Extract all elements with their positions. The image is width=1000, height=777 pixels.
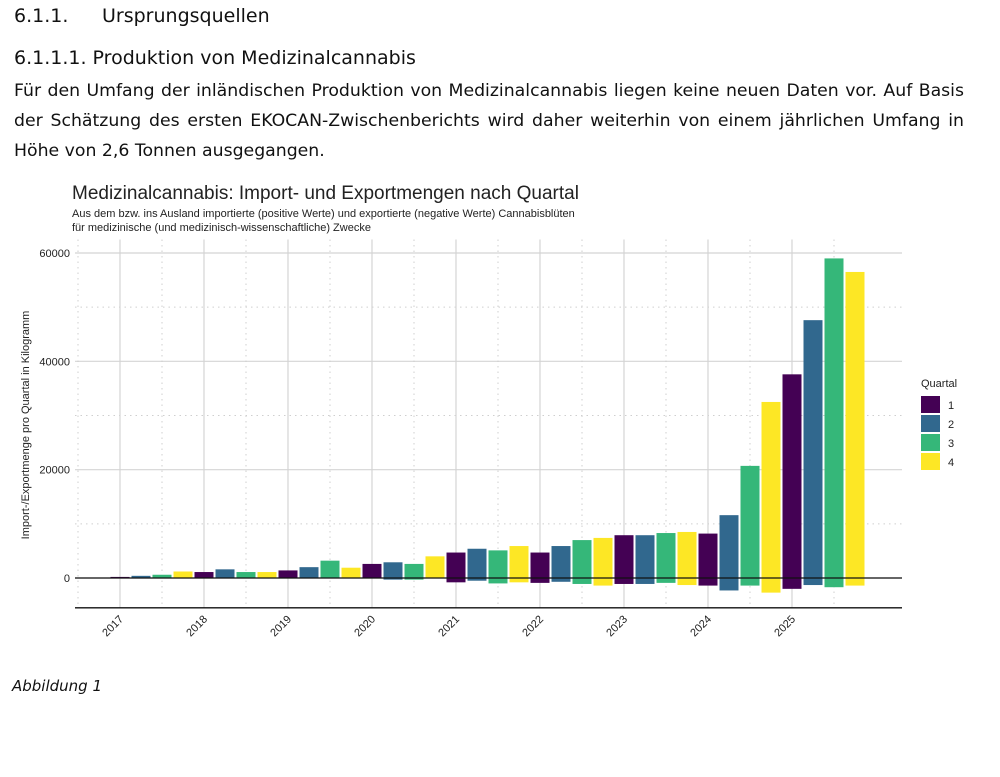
chart-subtitle-line-1: Aus dem bzw. ins Ausland importierte (po… xyxy=(72,208,575,220)
export-bar xyxy=(467,578,487,581)
export-bar xyxy=(698,578,718,586)
export-bar xyxy=(740,578,760,586)
chart: Medizinalcannabis: Import- und Exportmen… xyxy=(20,183,957,639)
figure-caption: Abbildung 1 xyxy=(12,677,103,695)
y-tick-label: 0 xyxy=(64,573,70,585)
section-heading: 6.1.1. Ursprungsquellen xyxy=(14,5,270,27)
export-bar xyxy=(761,578,781,593)
legend-swatch xyxy=(921,434,940,451)
import-bar xyxy=(740,465,760,578)
legend-swatch xyxy=(921,453,940,470)
import-bar xyxy=(299,567,319,578)
subsection-heading: 6.1.1.1. Produktion von Medizinalcannabi… xyxy=(14,47,416,69)
import-bar xyxy=(677,531,697,578)
y-tick-label: 60000 xyxy=(39,248,70,260)
import-bar xyxy=(572,540,592,578)
import-bar xyxy=(845,271,865,578)
import-bar xyxy=(656,533,676,578)
import-bar xyxy=(278,570,298,578)
import-bar xyxy=(446,552,466,578)
import-bar xyxy=(131,575,151,578)
chart-title: Medizinalcannabis: Import- und Exportmen… xyxy=(72,183,579,204)
export-bar xyxy=(530,578,550,583)
x-tick-label: 2021 xyxy=(436,613,462,639)
import-bar xyxy=(173,571,193,578)
export-bar xyxy=(509,578,529,583)
import-bar xyxy=(152,574,172,578)
export-bar xyxy=(656,578,676,583)
export-bar xyxy=(845,578,865,586)
import-bar xyxy=(194,572,214,578)
legend-title: Quartal xyxy=(921,378,957,390)
x-tick-label: 2019 xyxy=(268,613,294,639)
import-bar xyxy=(530,552,550,578)
legend: Quartal 1 2 3 4 xyxy=(921,378,957,470)
import-bar xyxy=(551,546,571,578)
x-tick-label: 2022 xyxy=(520,613,546,639)
import-bar xyxy=(257,572,277,578)
import-bar xyxy=(467,548,487,578)
import-bar xyxy=(509,546,529,578)
export-bar xyxy=(719,578,739,591)
import-bar xyxy=(362,563,382,578)
x-tick-label: 2017 xyxy=(100,613,126,639)
legend-label: 1 xyxy=(948,400,954,412)
import-bar xyxy=(761,401,781,578)
import-bar xyxy=(635,535,655,578)
x-tick-label: 2025 xyxy=(772,613,798,639)
export-bar xyxy=(803,578,823,586)
import-bar xyxy=(698,533,718,578)
export-bar xyxy=(782,578,802,589)
legend-label: 3 xyxy=(948,438,954,450)
y-tick-label: 20000 xyxy=(39,465,70,477)
y-tick-label: 40000 xyxy=(39,356,70,368)
import-bar xyxy=(404,563,424,578)
export-bar xyxy=(593,578,613,586)
legend-label: 2 xyxy=(948,419,954,431)
import-bar xyxy=(320,560,340,578)
import-bar xyxy=(614,535,634,578)
import-bar xyxy=(215,569,235,578)
legend-label: 4 xyxy=(948,457,954,469)
chart-subtitle-line-2: für medizinische (und medizinisch-wissen… xyxy=(72,222,371,234)
import-bar xyxy=(425,556,445,578)
import-bar xyxy=(236,572,256,578)
import-bar xyxy=(593,537,613,578)
export-bar xyxy=(404,578,424,580)
export-bar xyxy=(677,578,697,586)
export-bar xyxy=(824,578,844,588)
export-bar xyxy=(383,578,403,580)
section-title: Ursprungsquellen xyxy=(102,5,270,27)
export-bar xyxy=(572,578,592,584)
export-bar xyxy=(488,578,508,584)
x-tick-label: 2020 xyxy=(352,613,378,639)
legend-swatch xyxy=(921,415,940,432)
import-bar xyxy=(782,374,802,578)
import-bar xyxy=(719,515,739,578)
section-number: 6.1.1. xyxy=(14,5,69,27)
import-bar xyxy=(383,562,403,578)
import-bar xyxy=(803,320,823,578)
import-bar xyxy=(341,567,361,578)
x-tick-label: 2024 xyxy=(688,613,714,639)
export-bar xyxy=(446,578,466,583)
body-paragraph: Für den Umfang der inländischen Produkti… xyxy=(14,81,964,161)
y-axis-label: Import-/Exportmenge pro Quartal in Kilog… xyxy=(20,311,32,540)
export-bar xyxy=(614,578,634,584)
legend-swatch xyxy=(921,396,940,413)
import-bar xyxy=(488,550,508,578)
x-tick-label: 2023 xyxy=(604,613,630,639)
import-bar xyxy=(824,258,844,578)
x-tick-label: 2018 xyxy=(184,613,210,639)
export-bar xyxy=(551,578,571,582)
export-bar xyxy=(635,578,655,584)
